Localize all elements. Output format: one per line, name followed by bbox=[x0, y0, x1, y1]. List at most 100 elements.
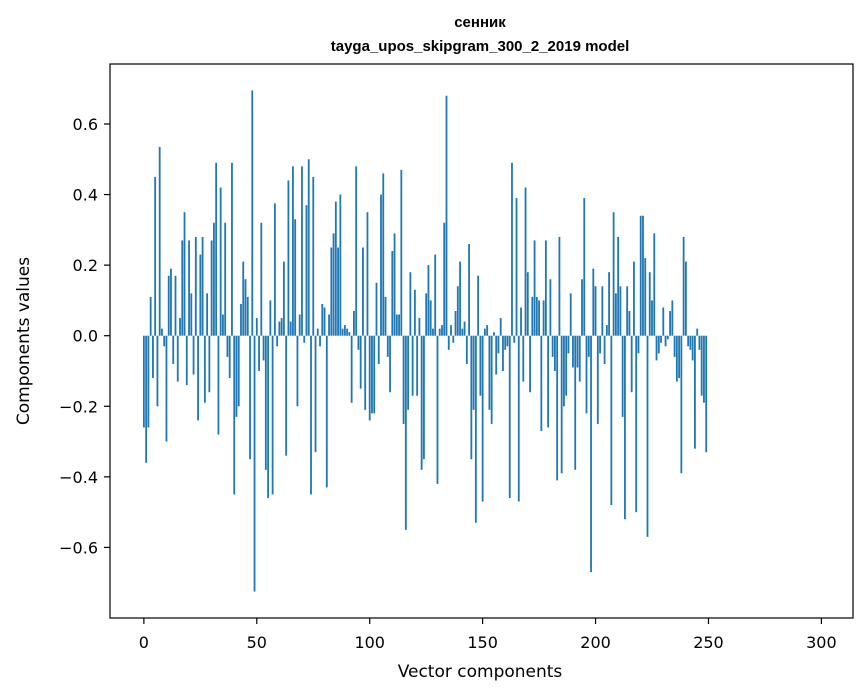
bar-110 bbox=[391, 251, 394, 336]
bar-23 bbox=[194, 236, 197, 336]
bar-72 bbox=[305, 205, 308, 336]
bar-137 bbox=[452, 335, 455, 343]
y-tick-label: −0.4 bbox=[59, 468, 98, 487]
bar-201 bbox=[596, 335, 599, 424]
bar-178 bbox=[544, 240, 547, 336]
bar-113 bbox=[398, 314, 400, 336]
bar-141 bbox=[461, 328, 464, 336]
bar-53 bbox=[262, 335, 265, 361]
bar-182 bbox=[553, 335, 556, 371]
bar-99 bbox=[366, 212, 369, 336]
bar-74 bbox=[310, 335, 312, 495]
bar-60 bbox=[278, 321, 281, 336]
bar-15 bbox=[176, 335, 179, 382]
bar-107 bbox=[384, 296, 387, 336]
x-axis-ticks: 0 50 100 150 200 250 300 bbox=[139, 618, 837, 652]
bar-69 bbox=[298, 314, 301, 336]
bar-13 bbox=[172, 335, 175, 364]
bar-240 bbox=[684, 261, 687, 336]
bar-43 bbox=[240, 303, 242, 336]
bar-20 bbox=[188, 240, 190, 336]
bar-243 bbox=[691, 335, 694, 361]
bar-168 bbox=[522, 335, 525, 382]
bar-9 bbox=[163, 335, 166, 347]
bar-73 bbox=[307, 159, 310, 336]
bar-94 bbox=[355, 166, 358, 336]
bar-81 bbox=[325, 335, 328, 488]
bar-230 bbox=[662, 307, 665, 336]
bar-79 bbox=[321, 303, 324, 336]
bar-14 bbox=[174, 275, 177, 336]
bar-132 bbox=[441, 325, 443, 336]
bar-5 bbox=[154, 176, 157, 336]
bar-58 bbox=[273, 203, 276, 336]
bar-17 bbox=[181, 240, 184, 336]
plot-frame bbox=[109, 63, 854, 619]
bar-108 bbox=[386, 335, 389, 357]
bar-26 bbox=[201, 236, 204, 336]
bar-232 bbox=[666, 335, 669, 340]
bar-177 bbox=[542, 300, 545, 336]
bar-147 bbox=[474, 335, 477, 523]
bar-91 bbox=[348, 332, 351, 336]
bar-188 bbox=[567, 335, 570, 354]
bar-228 bbox=[657, 335, 660, 354]
bar-70 bbox=[301, 166, 303, 336]
bar-27 bbox=[203, 335, 206, 403]
y-tick-label: 0.0 bbox=[73, 327, 98, 346]
bar-21 bbox=[190, 293, 193, 336]
bar-67 bbox=[294, 219, 297, 336]
bar-112 bbox=[395, 314, 398, 336]
bar-193 bbox=[578, 335, 581, 382]
bar-143 bbox=[465, 335, 468, 364]
bar-153 bbox=[488, 335, 491, 410]
chart-subtitle: tayga_upos_skipgram_300_2_2019 model bbox=[331, 38, 630, 55]
bar-100 bbox=[368, 335, 371, 421]
bar-156 bbox=[495, 335, 498, 375]
bar-119 bbox=[411, 335, 414, 396]
bar-207 bbox=[610, 335, 613, 506]
bar-206 bbox=[608, 272, 610, 336]
bar-149 bbox=[479, 335, 482, 396]
bar-126 bbox=[427, 265, 430, 336]
bar-150 bbox=[481, 335, 484, 502]
bar-136 bbox=[450, 325, 452, 336]
bar-200 bbox=[594, 286, 597, 336]
bar-78 bbox=[319, 335, 321, 347]
x-tick-label: 200 bbox=[580, 633, 611, 652]
bar-215 bbox=[628, 311, 631, 336]
bar-197 bbox=[587, 335, 590, 357]
bar-229 bbox=[660, 335, 662, 343]
x-tick-label: 50 bbox=[247, 633, 267, 652]
bar-217 bbox=[633, 261, 635, 336]
bar-161 bbox=[506, 335, 509, 347]
bar-227 bbox=[655, 335, 658, 361]
bar-48 bbox=[251, 90, 254, 336]
bar-12 bbox=[170, 268, 172, 336]
bar-183 bbox=[556, 335, 559, 481]
y-tick-label: 0.4 bbox=[73, 186, 98, 205]
bar-226 bbox=[653, 233, 656, 336]
bar-52 bbox=[260, 222, 263, 336]
bar-249 bbox=[705, 335, 708, 453]
bar-209 bbox=[614, 293, 617, 336]
bar-50 bbox=[255, 318, 258, 336]
bar-65 bbox=[289, 321, 292, 336]
bar-59 bbox=[276, 335, 279, 347]
bar-2 bbox=[147, 335, 150, 428]
bar-28 bbox=[206, 293, 209, 336]
bar-236 bbox=[675, 335, 678, 382]
bar-234 bbox=[671, 300, 674, 336]
bar-139 bbox=[456, 286, 459, 336]
bar-171 bbox=[529, 335, 531, 393]
bar-211 bbox=[619, 286, 622, 336]
bar-238 bbox=[680, 335, 683, 474]
bar-247 bbox=[700, 335, 703, 396]
bar-175 bbox=[538, 300, 540, 336]
bar-41 bbox=[235, 335, 238, 417]
y-axis-label: Components values bbox=[14, 257, 34, 425]
bar-225 bbox=[651, 300, 653, 336]
x-tick-label: 300 bbox=[806, 633, 837, 652]
y-tick-label: 0.6 bbox=[73, 115, 98, 134]
